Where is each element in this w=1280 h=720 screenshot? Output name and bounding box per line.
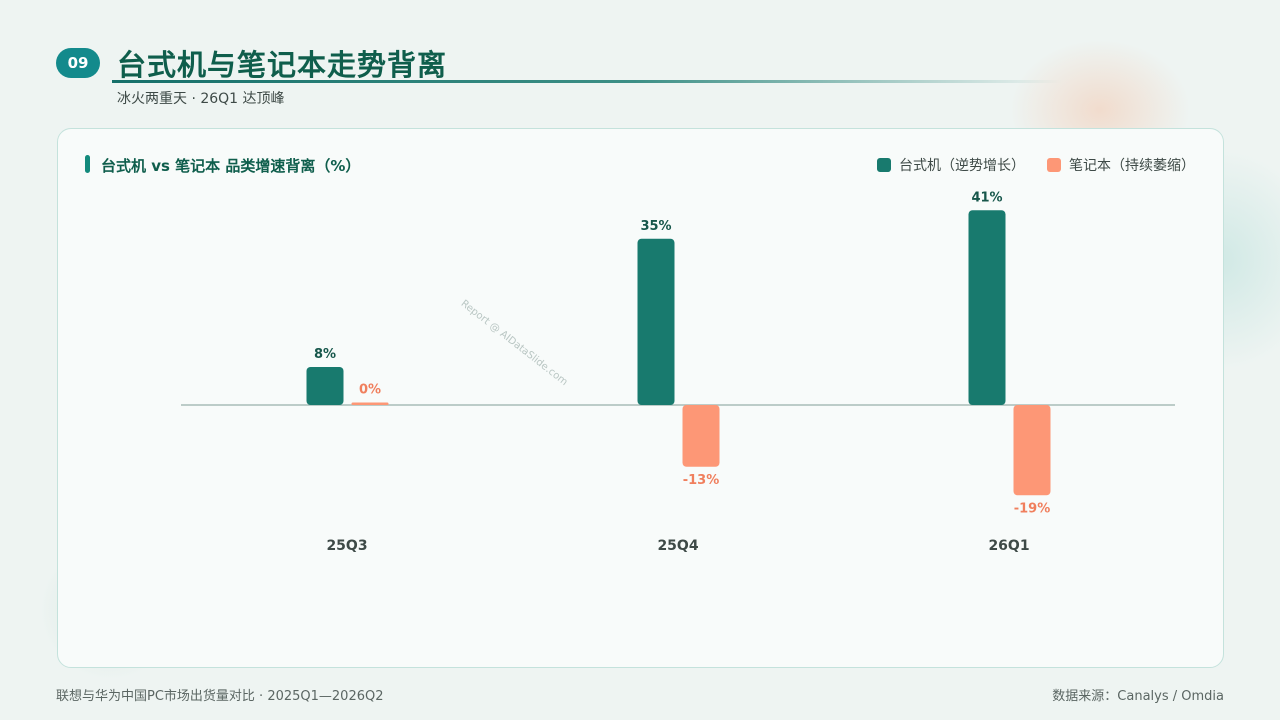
legend-label-laptop: 笔记本（持续萎缩） xyxy=(1069,158,1195,174)
x-tick-label-25Q4: 25Q4 xyxy=(657,538,698,554)
bar-laptop-25Q3 xyxy=(351,402,389,405)
data-label-laptop-25Q3: 0% xyxy=(359,383,381,398)
bar-laptop-26Q1 xyxy=(1013,405,1051,496)
data-label-desktop-25Q4: 35% xyxy=(640,219,671,234)
legend-item-laptop: 笔记本（持续萎缩） xyxy=(1047,155,1195,175)
page-title: 台式机与笔记本走势背离 xyxy=(117,48,448,82)
chart-title: 台式机 vs 笔记本 品类增速背离（%） xyxy=(101,157,361,175)
x-tick-label-26Q1: 26Q1 xyxy=(988,538,1029,554)
chart-title-accent xyxy=(85,155,90,173)
legend-swatch-desktop xyxy=(877,158,891,172)
data-label-desktop-26Q1: 41% xyxy=(971,190,1002,205)
section-number-badge: 09 xyxy=(56,48,100,78)
data-label-desktop-25Q3: 8% xyxy=(314,347,336,362)
page-subtitle: 冰火两重天 · 26Q1 达顶峰 xyxy=(117,91,285,107)
legend-item-desktop: 台式机（逆势增长） xyxy=(877,155,1025,175)
legend-label-desktop: 台式机（逆势增长） xyxy=(899,158,1025,174)
footer-data-source: 数据来源：Canalys / Omdia xyxy=(1052,689,1224,704)
bar-laptop-25Q4 xyxy=(682,405,720,467)
legend-swatch-laptop xyxy=(1047,158,1061,172)
title-underline xyxy=(112,80,1062,83)
bar-desktop-25Q3 xyxy=(306,367,344,405)
bar-desktop-25Q4 xyxy=(637,238,675,405)
footer-report-title: 联想与华为中国PC市场出货量对比 · 2025Q1—2026Q2 xyxy=(56,689,384,704)
data-label-laptop-25Q4: -13% xyxy=(683,473,720,488)
x-tick-label-25Q3: 25Q3 xyxy=(326,538,367,554)
bar-desktop-26Q1 xyxy=(968,210,1006,405)
data-label-laptop-26Q1: -19% xyxy=(1014,501,1051,516)
